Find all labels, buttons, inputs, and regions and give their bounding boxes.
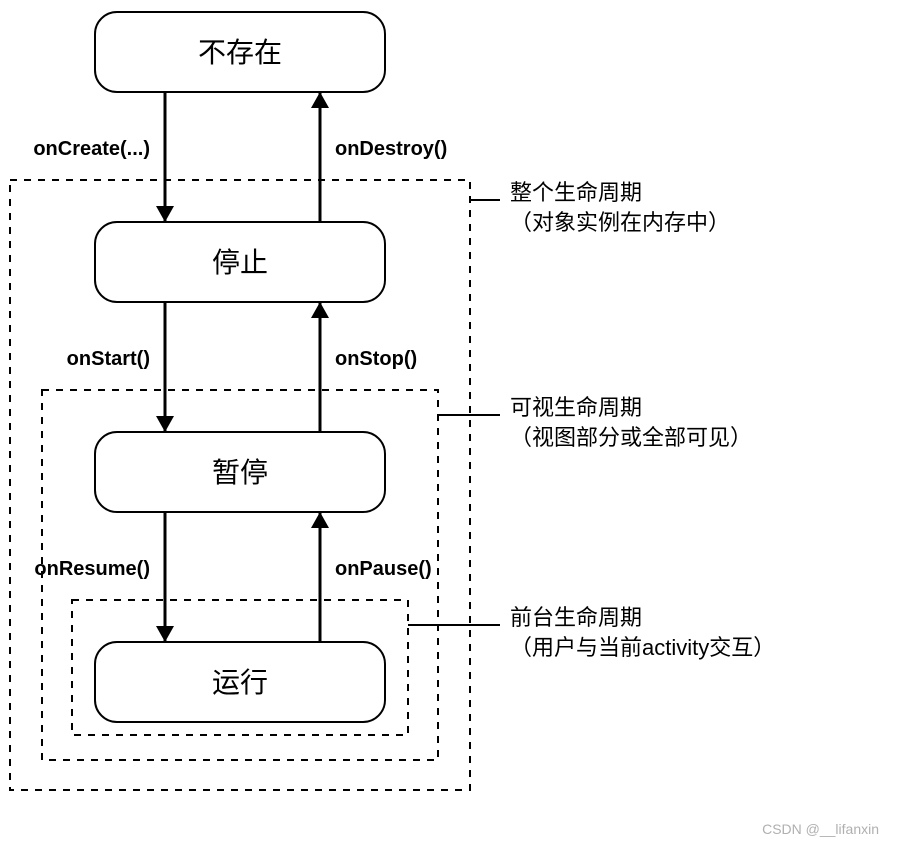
edge-onStop-label: onStop(): [335, 348, 417, 370]
edge-onStart-label: onStart(): [67, 348, 150, 370]
scope-foreground-label1: 前台生命周期: [510, 605, 642, 630]
scope-entire-label1: 整个生命周期: [510, 180, 642, 205]
edge-onPause-arrowhead: [311, 512, 329, 528]
edge-onCreate-arrowhead: [156, 206, 174, 222]
state-paused-label: 暂停: [212, 457, 268, 488]
edge-onPause-label: onPause(): [335, 558, 432, 580]
edge-onStart-arrowhead: [156, 416, 174, 432]
edge-onResume-label: onResume(): [34, 558, 150, 580]
edge-onDestroy-label: onDestroy(): [335, 138, 447, 160]
scope-foreground-label2: （用户与当前activity交互）: [510, 635, 775, 660]
edge-onCreate-label: onCreate(...): [33, 138, 150, 160]
state-not-exist-label: 不存在: [198, 37, 282, 68]
scope-visible-label2: （视图部分或全部可见）: [510, 425, 752, 450]
watermark: CSDN @__lifanxin: [762, 821, 879, 837]
edge-onResume-arrowhead: [156, 626, 174, 642]
scope-entire-label2: （对象实例在内存中）: [510, 210, 730, 235]
edge-onDestroy-arrowhead: [311, 92, 329, 108]
edge-onStop-arrowhead: [311, 302, 329, 318]
state-running-label: 运行: [212, 667, 268, 698]
state-stopped-label: 停止: [212, 247, 268, 278]
lifecycle-diagram: 整个生命周期 （对象实例在内存中） 可视生命周期 （视图部分或全部可见） 前台生命周期 （…: [0, 0, 899, 852]
scope-visible-label1: 可视生命周期: [510, 395, 642, 420]
